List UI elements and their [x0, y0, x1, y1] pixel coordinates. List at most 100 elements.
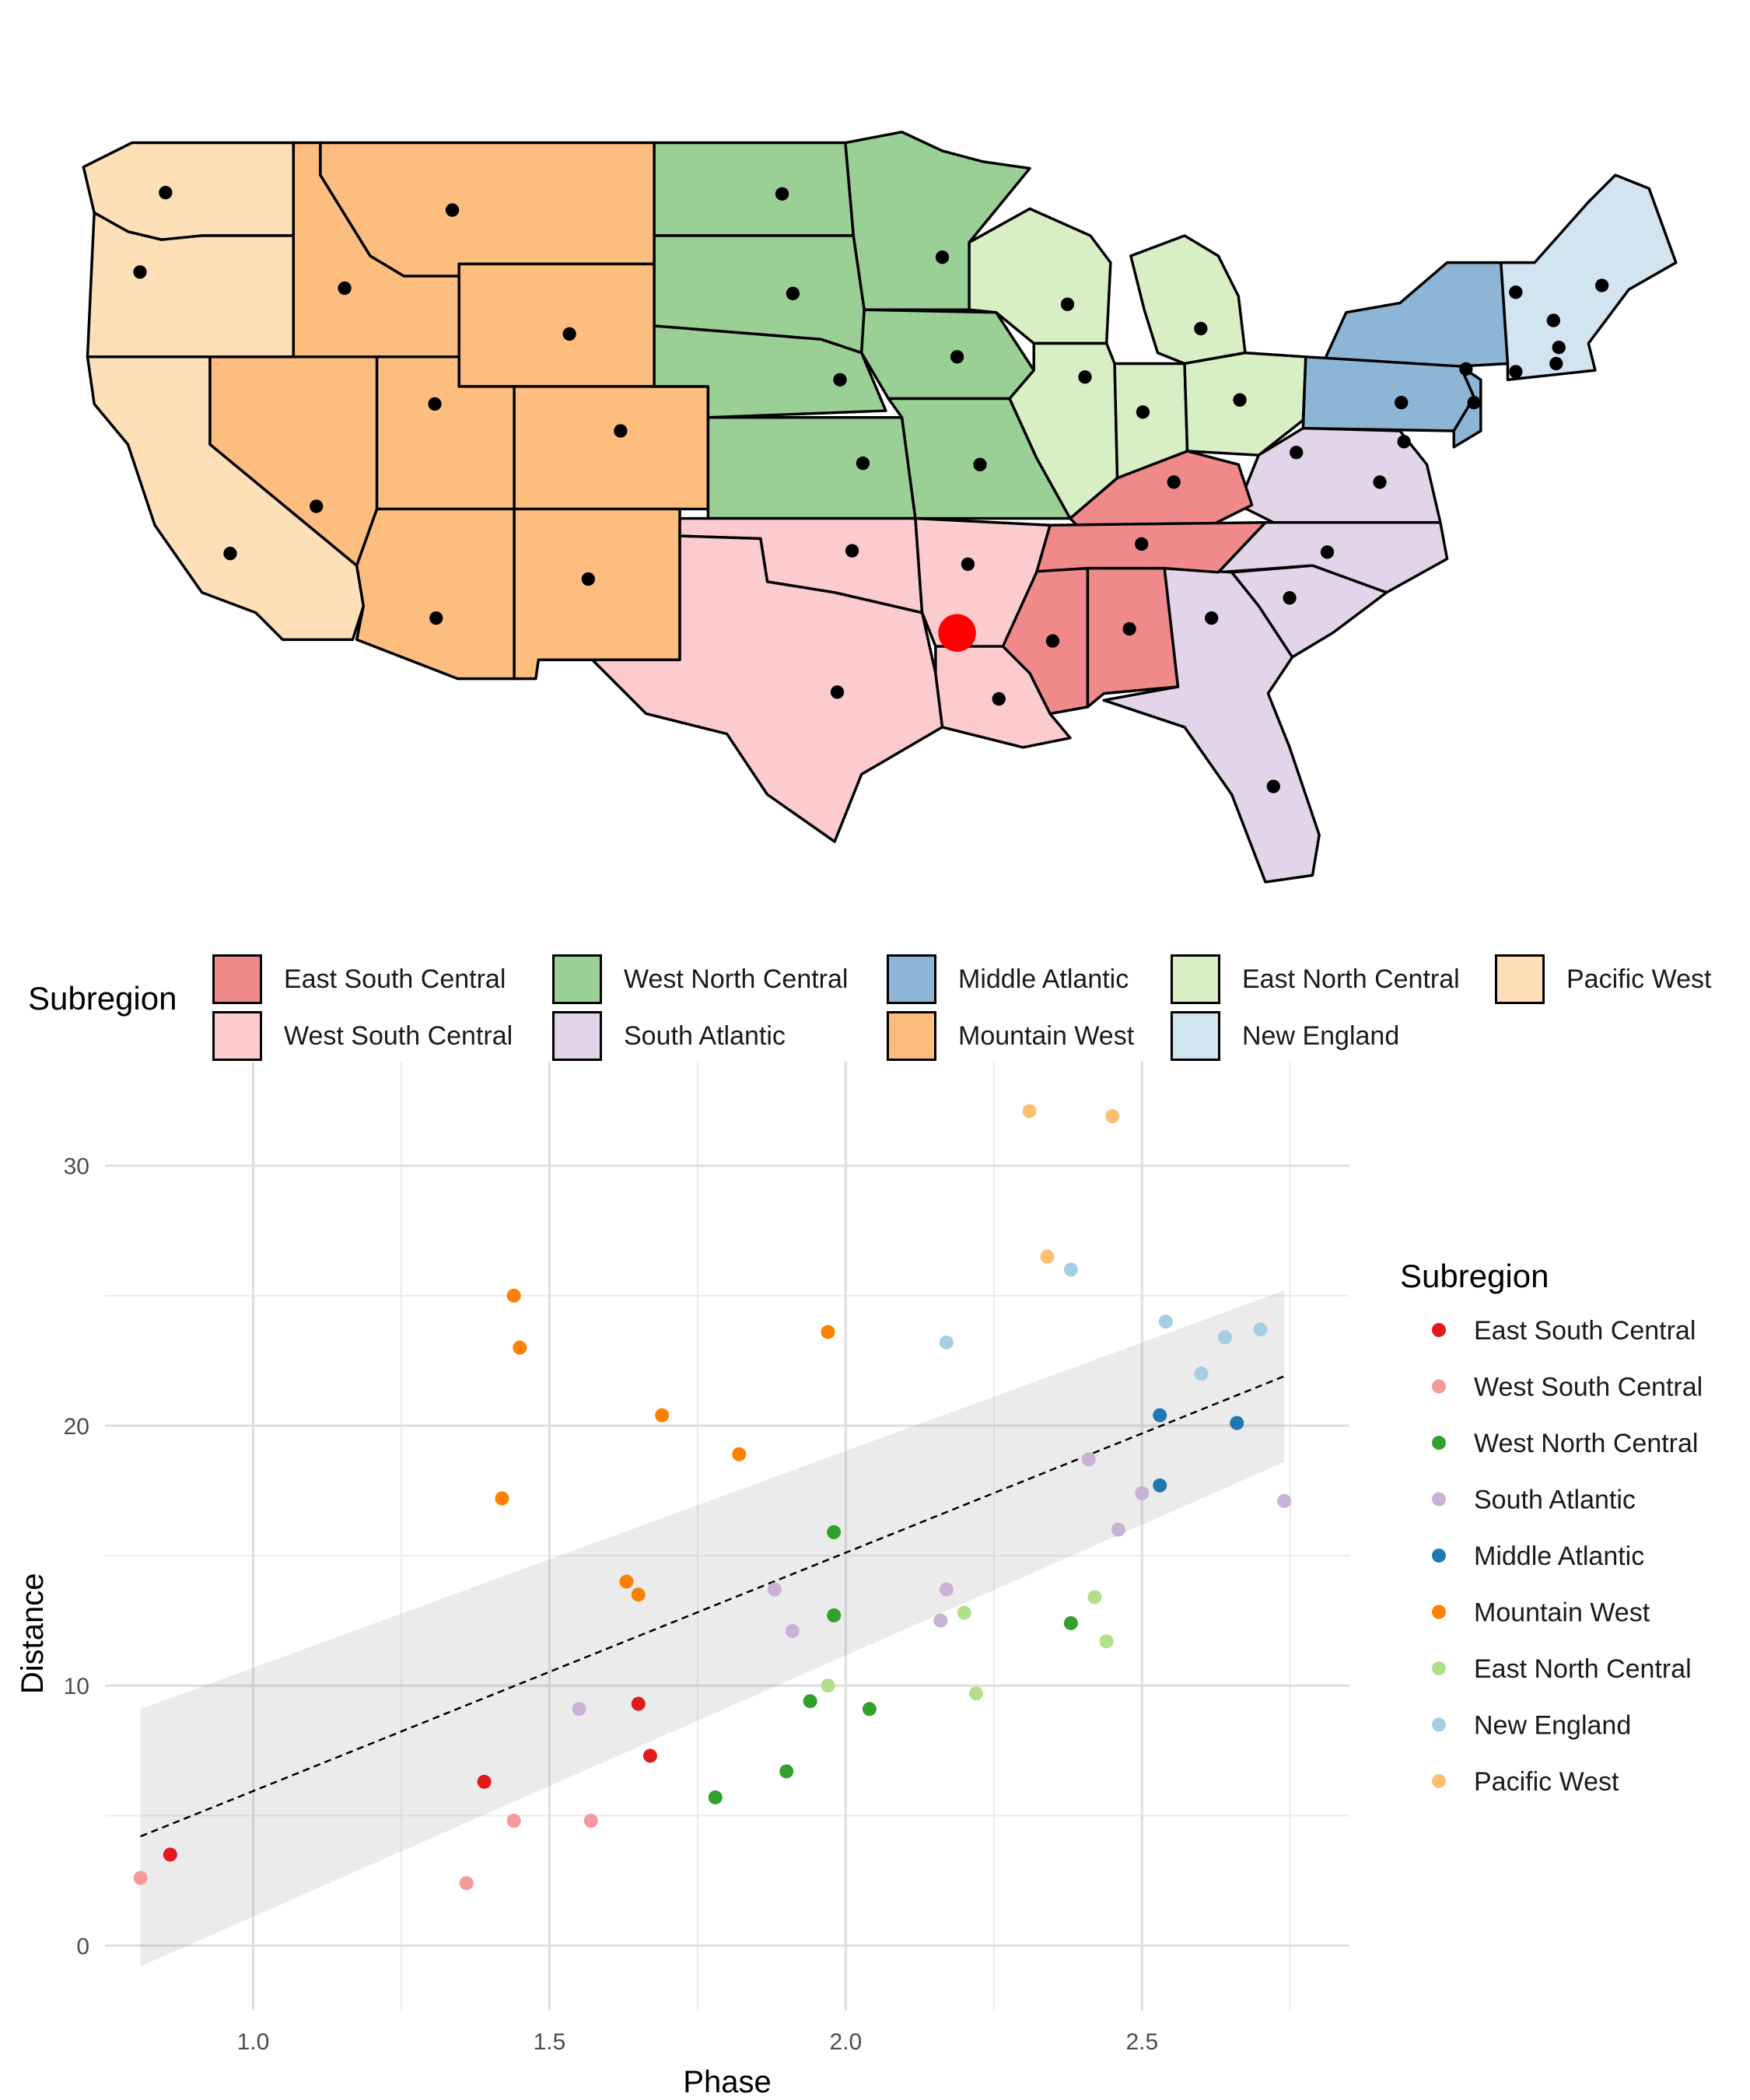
data-point [708, 1790, 723, 1804]
data-point [827, 1524, 842, 1539]
data-point [1230, 1416, 1244, 1430]
data-point [957, 1605, 971, 1620]
chart-legend-key [1432, 1717, 1446, 1732]
y-tick-label: 20 [64, 1414, 89, 1440]
chart-legend-label: West North Central [1474, 1429, 1698, 1458]
data-point [1040, 1249, 1055, 1264]
chart-legend-label: East North Central [1474, 1654, 1692, 1684]
highlight-marker [938, 614, 976, 652]
chart-legend-key [1432, 1379, 1446, 1394]
chart-legend-key [1432, 1492, 1446, 1507]
map-legend-label: East North Central [1242, 964, 1460, 994]
data-point [1158, 1314, 1173, 1329]
data-point [619, 1574, 634, 1589]
data-point [939, 1582, 954, 1597]
state-new-mexico [513, 507, 681, 681]
x-tick-label: 1.0 [237, 2029, 270, 2055]
map-legend-swatch [552, 1011, 602, 1061]
map-legend-label: South Atlantic [624, 1020, 786, 1051]
data-point [1135, 1486, 1150, 1500]
map-legend-label: West South Central [284, 1020, 513, 1051]
map-legend-label: New England [1242, 1020, 1400, 1051]
data-point [939, 1335, 954, 1349]
map-legend-item: East South Central [212, 954, 506, 1004]
map-legend-item: West North Central [552, 954, 848, 1004]
data-point [631, 1587, 646, 1602]
us-subregion-map [82, 130, 1678, 884]
data-point [1099, 1634, 1114, 1649]
data-point [821, 1678, 835, 1693]
data-point [821, 1325, 835, 1339]
chart-legend-label: West South Central [1474, 1373, 1703, 1402]
state-new-england [1500, 173, 1678, 381]
state-colorado [513, 385, 710, 511]
data-point [1194, 1367, 1209, 1381]
data-point [163, 1847, 177, 1862]
chart-legend-key [1432, 1774, 1446, 1788]
state-georgia-florida [1102, 566, 1321, 884]
map-legend-swatch [887, 1011, 936, 1061]
data-point [572, 1702, 586, 1717]
chart-legend-label: New England [1474, 1711, 1631, 1741]
chart-legend-key [1432, 1661, 1446, 1675]
data-point [767, 1582, 782, 1597]
chart-legend-label: Middle Atlantic [1474, 1542, 1644, 1571]
state-nebraska [653, 324, 887, 419]
chart-legend-title: Subregion [1400, 1258, 1549, 1294]
state-montana [319, 141, 656, 278]
map-legend-item: New England [1171, 1011, 1399, 1061]
map-legend-label: Middle Atlantic [958, 964, 1129, 994]
data-point [1111, 1522, 1125, 1537]
chart-legend-label: Pacific West [1474, 1767, 1619, 1797]
data-point [631, 1696, 646, 1711]
data-point [1218, 1330, 1232, 1345]
chart-legend-key [1432, 1605, 1446, 1619]
data-point [133, 1871, 148, 1885]
data-point [862, 1702, 877, 1717]
chart-legend-key [1432, 1549, 1446, 1563]
state-texas [590, 534, 944, 843]
confidence-band [140, 1290, 1285, 1967]
data-point [1105, 1109, 1120, 1124]
y-tick-label: 10 [64, 1674, 89, 1699]
state-new-york [1325, 261, 1510, 368]
data-point [655, 1408, 670, 1423]
trend-line [140, 1375, 1285, 1838]
data-point [495, 1491, 509, 1506]
scatter-chart: 1.0 1.5 2.0 2.5 0 10 20 30 Phase Distance Subregio… [16, 1062, 1703, 2099]
map-legend-item: South Atlantic [552, 1011, 786, 1061]
y-axis-title: Distance [16, 1573, 50, 1695]
state-minnesota [844, 130, 1031, 311]
map-legend-label: Mountain West [958, 1020, 1135, 1051]
data-point [933, 1613, 948, 1628]
map-legend-swatch [887, 954, 936, 1004]
data-point [1081, 1452, 1096, 1467]
data-point [506, 1288, 521, 1303]
state-alabama [1086, 566, 1180, 709]
chart-legend-label: Mountain West [1474, 1598, 1650, 1628]
data-point [827, 1608, 842, 1622]
map-legend-label: East South Central [284, 964, 506, 994]
state-pennsylvania [1301, 355, 1475, 432]
state-michigan [1129, 234, 1247, 366]
map-legend-item: Middle Atlantic [887, 954, 1129, 1004]
map-legend-label: Pacific West [1566, 964, 1712, 994]
data-point [779, 1764, 794, 1779]
x-tick-label: 2.5 [1125, 2029, 1158, 2055]
data-point [1277, 1493, 1292, 1508]
data-point [1087, 1590, 1102, 1605]
map-legend-item: Pacific West [1495, 954, 1711, 1004]
data-point [583, 1814, 598, 1828]
data-point [1063, 1615, 1078, 1630]
data-point [1253, 1322, 1268, 1337]
data-point [732, 1447, 747, 1461]
data-point [506, 1814, 521, 1828]
chart-legend-label: South Atlantic [1474, 1486, 1636, 1515]
data-point [1153, 1408, 1167, 1423]
data-point [513, 1340, 527, 1355]
data-point [477, 1774, 492, 1789]
map-legend-swatch [552, 954, 602, 1004]
state-arizona [355, 507, 516, 681]
state-kansas [706, 415, 917, 520]
y-tick-label: 0 [76, 1934, 89, 1959]
